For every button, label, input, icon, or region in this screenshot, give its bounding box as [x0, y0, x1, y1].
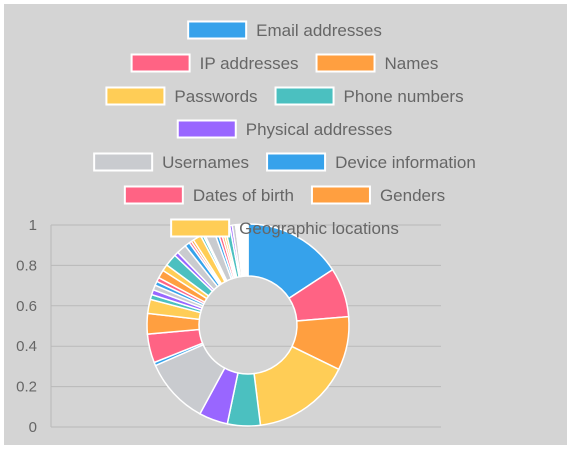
legend-item-email-addresses[interactable]: Email addresses — [187, 20, 382, 40]
y-tick-label: 0.4 — [16, 338, 37, 355]
legend-item-dates-of-birth[interactable]: Dates of birth — [123, 185, 294, 205]
legend-swatch — [315, 53, 376, 73]
y-tick-label: 0 — [29, 419, 37, 436]
doughnut-chart: 0 0.2 0.4 0.6 0.8 1 Email addresses IP address… — [16, 20, 476, 436]
legend-item-names[interactable]: Names — [315, 53, 439, 73]
legend-item-phone-numbers[interactable]: Phone numbers — [274, 86, 464, 106]
legend-swatch — [187, 20, 248, 40]
legend-label: Names — [385, 54, 439, 73]
y-tick-label: 0.8 — [16, 257, 37, 274]
legend-label: IP addresses — [200, 54, 299, 73]
legend-label: Dates of birth — [193, 186, 294, 205]
legend-swatch — [123, 185, 184, 205]
doughnut-slice[interactable] — [234, 223, 249, 278]
legend-item-usernames[interactable]: Usernames — [93, 152, 249, 172]
legend-label: Physical addresses — [246, 120, 392, 139]
legend-item-passwords[interactable]: Passwords — [105, 86, 258, 106]
y-tick-label: 0.6 — [16, 298, 37, 315]
legend-label: Usernames — [162, 153, 249, 172]
y-axis-ticks: 0 0.2 0.4 0.6 0.8 1 — [16, 217, 37, 436]
legend-label: Passwords — [174, 87, 257, 106]
legend-swatch — [130, 53, 191, 73]
legend: Email addresses IP addresses Names Password… — [93, 20, 476, 238]
chart-panel: 0 0.2 0.4 0.6 0.8 1 Email addresses IP address… — [4, 4, 567, 445]
y-tick-label: 1 — [29, 217, 37, 234]
legend-swatch — [105, 86, 166, 106]
legend-swatch — [170, 218, 231, 238]
legend-swatch — [266, 152, 327, 172]
legend-label: Phone numbers — [344, 87, 464, 106]
legend-item-ip-addresses[interactable]: IP addresses — [130, 53, 299, 73]
legend-swatch — [274, 86, 335, 106]
legend-item-genders[interactable]: Genders — [310, 185, 445, 205]
legend-item-physical-addresses[interactable]: Physical addresses — [176, 119, 392, 139]
y-tick-label: 0.2 — [16, 379, 37, 396]
legend-label: Genders — [380, 186, 445, 205]
legend-swatch — [176, 119, 237, 139]
legend-swatch — [93, 152, 154, 172]
legend-item-device-information[interactable]: Device information — [266, 152, 476, 172]
legend-label: Geographic locations — [239, 219, 399, 238]
legend-swatch — [310, 185, 371, 205]
legend-label: Email addresses — [256, 21, 382, 40]
legend-item-geographic-locations[interactable]: Geographic locations — [170, 218, 399, 238]
doughnut-slices — [146, 223, 350, 427]
legend-label: Device information — [335, 153, 476, 172]
